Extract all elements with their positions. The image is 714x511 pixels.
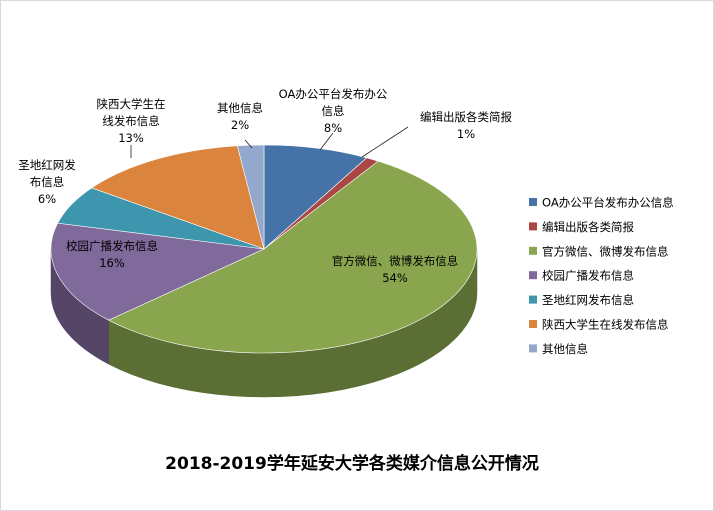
slice-6[interactable] <box>236 144 265 250</box>
data-label-percent-5: 13% <box>118 131 144 145</box>
legend-swatch-6 <box>529 344 537 353</box>
legend-entry-6[interactable]: 其他信息 <box>542 342 588 356</box>
data-label-percent-1: 1% <box>457 127 475 141</box>
legend-swatch-4 <box>529 295 537 304</box>
legend-entry-0[interactable]: OA办公平台发布办公信息 <box>542 196 674 210</box>
data-label-percent-6: 2% <box>231 118 249 132</box>
data-labels: OA办公平台发布办公信息 8% 编辑出版各类简报 1% 官方微信、微博发布信息 54% 校园… <box>18 87 512 285</box>
leader-line-1 <box>361 126 409 158</box>
data-label-name-4: 圣地红网发 <box>18 158 76 172</box>
slice-5[interactable] <box>91 145 265 250</box>
legend-entry-4[interactable]: 圣地红网发布信息 <box>542 293 634 307</box>
data-label-percent-2: 54% <box>382 271 408 285</box>
legend-swatch-1 <box>529 222 537 231</box>
data-label-name-5: 线发布信息 <box>102 114 160 128</box>
data-label-name-2: 官方微信、微博发布信息 <box>332 254 459 268</box>
legend-swatch-2 <box>529 246 537 255</box>
data-label-percent-0: 8% <box>324 121 342 135</box>
data-label-name-0: 信息 <box>322 104 345 118</box>
data-label-name-3: 校园广播发布信息 <box>66 239 158 253</box>
legend-swatch-0 <box>529 198 537 206</box>
data-label-name-5: 陕西大学生在 <box>97 97 166 111</box>
data-label-percent-4: 6% <box>38 192 56 206</box>
slice-2[interactable] <box>108 160 478 354</box>
legend: OA办公平台发布办公信息编辑出版各类简报官方微信、微博发布信息校园广播发布信息圣… <box>529 196 674 356</box>
data-label-name-0: OA办公平台发布办公 <box>279 87 388 101</box>
slice-3[interactable] <box>50 222 266 321</box>
chart-title: 2018-2019学年延安大学各类媒介信息公开情况 <box>165 453 539 474</box>
leader-line-0 <box>319 132 334 151</box>
data-label-name-4: 布信息 <box>30 175 65 189</box>
data-label-percent-3: 16% <box>99 256 125 270</box>
label-leader-lines <box>130 126 409 158</box>
data-label-name-1: 编辑出版各类简报 <box>420 110 512 124</box>
slice-0[interactable] <box>263 144 368 250</box>
legend-entry-2[interactable]: 官方微信、微博发布信息 <box>542 244 669 258</box>
legend-swatch-3 <box>529 271 537 280</box>
legend-entry-3[interactable]: 校园广播发布信息 <box>542 269 634 283</box>
legend-swatch-5 <box>529 320 537 328</box>
pie-slices <box>50 144 478 354</box>
legend-entry-1[interactable]: 编辑出版各类简报 <box>542 220 634 234</box>
leader-line-6 <box>244 139 253 149</box>
legend-entry-5[interactable]: 陕西大学生在线发布信息 <box>542 318 669 332</box>
data-label-name-6: 其他信息 <box>217 101 263 115</box>
